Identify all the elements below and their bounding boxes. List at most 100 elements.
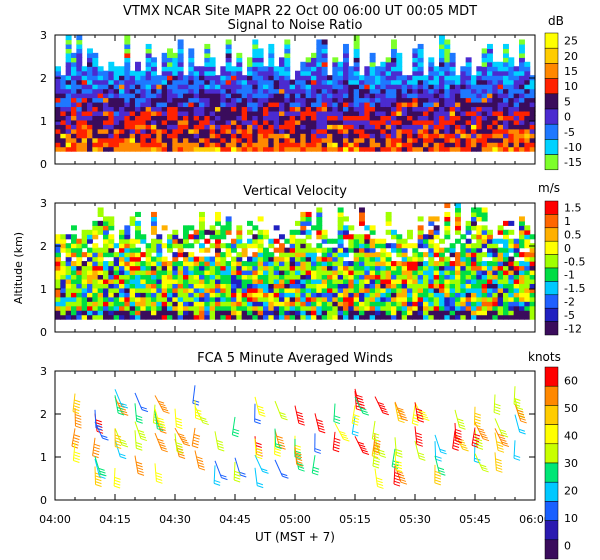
vv-cell (433, 310, 440, 316)
snr-cell (417, 142, 424, 148)
wind-barb-flag (258, 411, 265, 415)
vv-cell (119, 278, 125, 284)
vv-cell (135, 225, 141, 231)
wind-barb-flag (318, 427, 325, 431)
snr-cell (71, 128, 77, 134)
wind-barb-flag (139, 435, 147, 439)
vv-cell (204, 292, 211, 298)
snr-cell (167, 101, 173, 108)
snr-cell (140, 133, 147, 139)
vv-cell (135, 238, 141, 244)
snr-cell (97, 142, 104, 148)
snr-cell (444, 88, 451, 94)
snr-cell (263, 124, 269, 130)
wind-barb-flag (192, 442, 199, 446)
snr-cell (391, 84, 397, 90)
vv-cell (81, 261, 88, 267)
vv-cell (476, 252, 483, 258)
wind-barb-flag (99, 475, 106, 479)
snr-cell (231, 110, 237, 116)
vv-cell (71, 238, 77, 244)
vv-cell (460, 247, 467, 253)
vv-cell (295, 269, 301, 276)
snr-cell (300, 101, 307, 108)
vv-cell (204, 247, 211, 253)
vv-cell (305, 287, 312, 293)
wind-barb-flag (180, 438, 188, 442)
snr-cell (471, 93, 477, 99)
wind-barb-flag (382, 412, 389, 416)
snr-cell (76, 97, 83, 103)
wind-barb-flag (495, 464, 503, 468)
snr-cell (305, 142, 312, 148)
vv-cell (87, 314, 93, 320)
snr-cell (465, 97, 472, 103)
wind-barb-flag (435, 458, 442, 462)
vv-cell (97, 265, 104, 271)
snr-cell (263, 97, 269, 103)
vv-cell (108, 287, 115, 293)
snr-cell (60, 106, 67, 112)
snr-cell (455, 101, 461, 108)
vv-cell (124, 247, 131, 253)
snr-cell (161, 133, 168, 139)
vv-cell (311, 256, 317, 262)
vv-cell (92, 305, 99, 311)
vv-cell (465, 220, 472, 226)
snr-cell (348, 124, 355, 130)
vv-cell (359, 296, 365, 302)
snr-cell (391, 39, 397, 45)
vv-cell (129, 292, 136, 298)
wind-barb-flag (476, 441, 483, 445)
snr-cell (375, 75, 381, 81)
vv-cell (60, 265, 67, 271)
snr-cell (65, 133, 72, 139)
vv-cell (247, 238, 253, 244)
snr-cell (252, 48, 259, 54)
y-tick-label: 1 (40, 283, 47, 296)
snr-cell (519, 57, 525, 63)
snr-cell (343, 124, 349, 130)
vv-cell (428, 238, 435, 244)
vv-cell (135, 278, 141, 284)
vv-cell (305, 216, 312, 222)
snr-cell (167, 84, 173, 90)
snr-cell (55, 137, 61, 143)
snr-cell (263, 119, 269, 125)
vv-cell (257, 238, 264, 244)
vv-cell (92, 252, 99, 258)
wind-barb-flag (73, 434, 81, 438)
snr-cell (71, 52, 77, 58)
snr-cell (188, 115, 195, 121)
snr-cell (396, 61, 403, 67)
vv-cell (497, 314, 504, 320)
wind-barb-flag (296, 460, 303, 464)
wind-barb-flag (495, 461, 502, 465)
vv-cell (60, 278, 67, 284)
vv-cell (156, 252, 163, 258)
snr-cell (316, 43, 323, 49)
snr-cell (433, 110, 440, 116)
wind-barb-flag (417, 452, 425, 456)
snr-cell (204, 84, 211, 90)
snr-cell (119, 110, 125, 116)
vv-cell (311, 305, 317, 311)
snr-cell (257, 128, 264, 134)
wind-barb-flag (518, 428, 526, 432)
snr-cell (529, 84, 536, 90)
vv-cell (348, 292, 355, 298)
wind-barb-flag (120, 441, 128, 445)
vv-cell (348, 243, 355, 249)
snr-cell (465, 93, 472, 99)
snr-cell (380, 110, 387, 116)
vv-cell (135, 265, 141, 271)
vv-cell (369, 292, 376, 298)
vv-cell (327, 252, 333, 258)
vv-cell (225, 247, 232, 253)
vv-cell (497, 229, 504, 235)
vv-cell (177, 292, 184, 298)
snr-cell (76, 110, 83, 116)
vv-cell (508, 301, 515, 307)
snr-cell (423, 119, 429, 125)
vv-cell (428, 305, 435, 311)
